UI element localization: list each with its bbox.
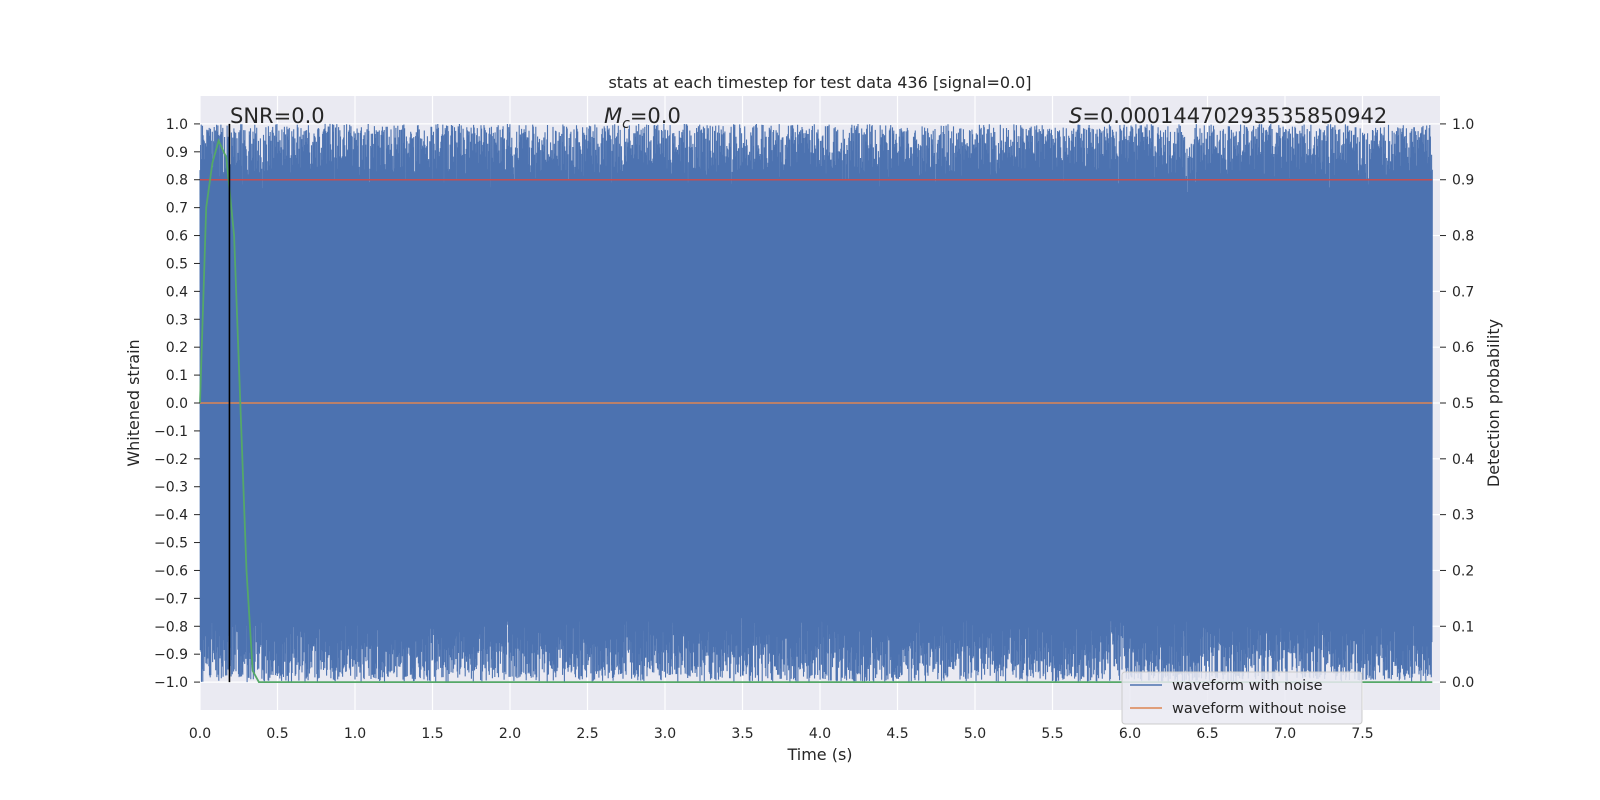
y2-tick-label: 0.0 [1452, 675, 1474, 691]
y-tick-label: −0.8 [154, 619, 188, 635]
x-tick-label: 3.5 [731, 726, 753, 742]
y2-tick-label: 0.6 [1452, 340, 1474, 356]
y-tick-label: −1.0 [154, 675, 188, 691]
y-tick-label: −0.5 [154, 536, 188, 552]
y-tick-label: −0.6 [154, 563, 188, 579]
y-tick-label: 0.4 [166, 284, 188, 300]
y-tick-label: −0.2 [154, 452, 188, 468]
y-tick-label: −0.3 [154, 480, 188, 496]
y-tick-label: 0.1 [166, 368, 188, 384]
y-tick-label: 0.3 [166, 312, 188, 328]
snr-annotation: SNR=0.0 [230, 104, 325, 128]
x-tick-label: 7.0 [1274, 726, 1296, 742]
x-tick-label: 7.5 [1351, 726, 1373, 742]
legend-label-noise: waveform with noise [1172, 678, 1323, 694]
mc-symbol: M [604, 104, 622, 128]
y-tick-label: −0.9 [154, 647, 188, 663]
y-tick-label: 0.5 [166, 256, 188, 272]
y-tick-label: 1.0 [166, 117, 188, 133]
y-tick-label: 0.9 [166, 145, 188, 161]
legend-box [1121, 671, 1363, 725]
y2-tick-label: 0.4 [1452, 452, 1474, 468]
x-tick-label: 0.5 [266, 726, 288, 742]
mc-value: =0.0 [630, 104, 681, 128]
x-tick-label: 6.0 [1119, 726, 1141, 742]
y2-tick-label: 0.1 [1452, 619, 1474, 635]
x-tick-label: 2.5 [576, 726, 598, 742]
x-tick-label: 5.0 [964, 726, 986, 742]
x-tick-label: 4.0 [809, 726, 831, 742]
ticks: 0.0 0.5 1.0 1.5 2.0 2.5 3.0 3.5 4.0 4.5 5.0 5.5 6.0 6… [154, 117, 1474, 742]
x-tick-label: 0.0 [189, 726, 211, 742]
x-axis-label: Time (s) [786, 745, 852, 764]
y-tick-label: −0.1 [154, 424, 188, 440]
y-axis-label: Whitened strain [124, 339, 143, 466]
s-value: =0.00014470293535850942 [1082, 104, 1387, 128]
mc-subscript: c [622, 116, 630, 132]
legend: waveform with noise waveform without noi… [1121, 671, 1363, 725]
x-tick-label: 3.0 [654, 726, 676, 742]
y-tick-label: 0.2 [166, 340, 188, 356]
y-tick-label: −0.4 [154, 508, 188, 524]
mc-annotation: Mc=0.0 [604, 104, 681, 132]
y2-tick-label: 0.9 [1452, 173, 1474, 189]
x-tick-label: 5.5 [1041, 726, 1063, 742]
y2-tick-label: 0.3 [1452, 508, 1474, 524]
x-tick-label: 1.0 [344, 726, 366, 742]
y-tick-label: 0.0 [166, 396, 188, 412]
x-tick-label: 1.5 [421, 726, 443, 742]
y-tick-label: 0.8 [166, 173, 188, 189]
s-annotation: S=0.00014470293535850942 [1069, 104, 1387, 128]
y2-axis-label: Detection probability [1484, 319, 1503, 487]
y2-tick-label: 0.5 [1452, 396, 1474, 412]
detection-probability-line [199, 138, 1433, 683]
x-tick-label: 6.5 [1196, 726, 1218, 742]
legend-label-clean: waveform without noise [1172, 701, 1346, 717]
x-tick-label: 4.5 [886, 726, 908, 742]
y2-tick-label: 1.0 [1452, 117, 1474, 133]
chart-title: stats at each timestep for test data 436… [608, 73, 1031, 92]
x-tick-label: 2.0 [499, 726, 521, 742]
s-symbol: S [1069, 104, 1082, 128]
y-tick-label: 0.6 [166, 229, 188, 245]
overlay [199, 123, 1433, 683]
y2-tick-label: 0.2 [1452, 563, 1474, 579]
y-tick-label: −0.7 [154, 591, 188, 607]
y2-tick-label: 0.8 [1452, 229, 1474, 245]
y-tick-label: 0.7 [166, 201, 188, 217]
y2-tick-label: 0.7 [1452, 284, 1474, 300]
